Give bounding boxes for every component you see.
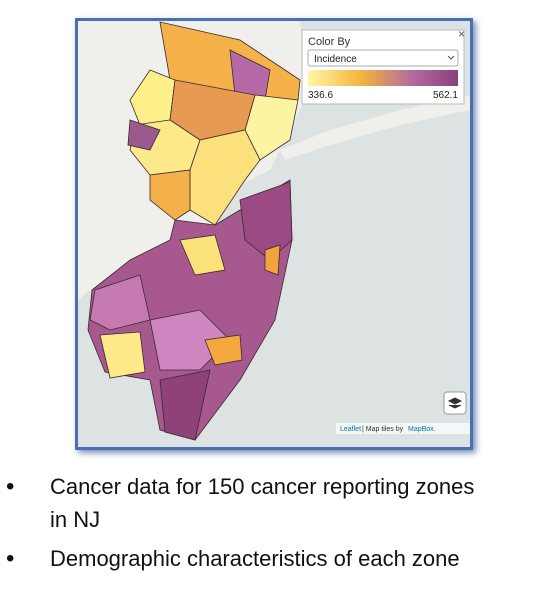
legend-box (301, 29, 465, 105)
zones (87, 21, 301, 441)
zone (179, 234, 226, 276)
color-select[interactable] (307, 49, 459, 67)
zone (149, 169, 191, 221)
zone (159, 369, 211, 441)
legend-title: Color By (308, 36, 351, 48)
zone (89, 274, 151, 331)
color-select-value: Incidence (314, 54, 357, 65)
legend-close[interactable]: × (458, 27, 465, 41)
legend-max: 562.1 (433, 90, 458, 101)
zone (204, 334, 243, 366)
zone (264, 244, 281, 276)
layers-icon (447, 397, 463, 409)
attribution-text: | Map tiles by (362, 426, 404, 433)
long-island (280, 95, 470, 160)
map-frame: Color By × Incidence 336.6 562.1 Leaflet… (75, 18, 473, 450)
attribution-leaflet[interactable]: Leaflet (340, 426, 361, 433)
bullet: Demographic characteristics of each zone (0, 542, 490, 575)
attribution-box (336, 423, 470, 434)
zone (239, 181, 293, 261)
attribution-provider[interactable]: MapBox. (408, 426, 436, 433)
bullet-list: Cancer data for 150 cancer reporting zon… (0, 470, 540, 581)
select-chevron (447, 55, 455, 60)
bullet: Cancer data for 150 cancer reporting zon… (0, 470, 490, 536)
legend-min: 336.6 (308, 90, 333, 101)
color-ramp (308, 70, 458, 86)
zone (127, 119, 161, 151)
map: Color By × Incidence 336.6 562.1 Leaflet… (78, 21, 470, 447)
zone (99, 331, 146, 379)
